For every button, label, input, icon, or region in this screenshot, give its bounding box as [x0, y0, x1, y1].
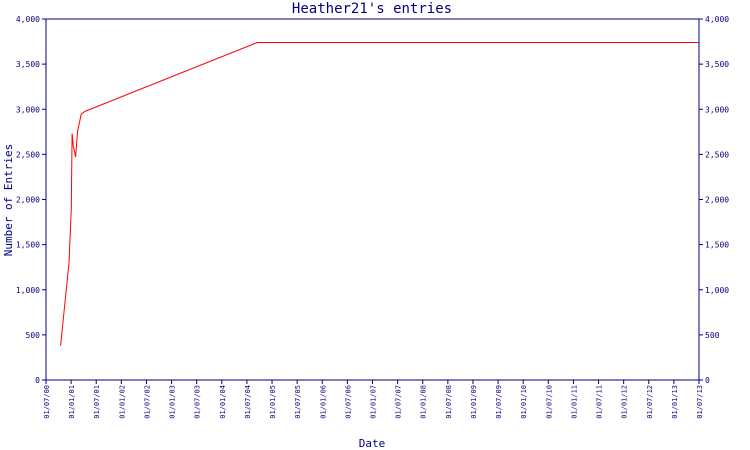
x-tick-label: 01/01/11: [570, 385, 578, 419]
x-tick-label: 01/07/04: [244, 385, 252, 419]
y-tick-label-right: 3,000: [705, 105, 729, 114]
x-tick-label: 01/01/04: [219, 385, 227, 419]
x-tick-label: 01/01/03: [169, 385, 177, 419]
y-tick-label-right: 4,000: [705, 15, 729, 24]
x-tick-label: 01/01/06: [319, 385, 327, 419]
x-tick-label: 01/07/01: [93, 385, 101, 419]
y-tick-label-left: 2,500: [16, 150, 40, 159]
x-tick-label: 01/07/00: [43, 385, 51, 419]
y-tick-label-right: 1,000: [705, 286, 729, 295]
y-tick-label-right: 500: [705, 331, 720, 340]
y-tick-label-right: 0: [705, 376, 710, 385]
plot-area: [45, 18, 700, 381]
x-tick-label: 01/07/10: [545, 385, 553, 419]
y-tick-label-left: 3,500: [16, 60, 40, 69]
x-axis-title: Date: [359, 437, 386, 450]
y-axis-title: Number of Entries: [2, 144, 15, 257]
x-tick-label: 01/07/08: [445, 385, 453, 419]
y-tick-label-left: 2,000: [16, 196, 40, 205]
x-tick-label: 01/07/06: [344, 385, 352, 419]
y-tick-label-left: 3,000: [16, 105, 40, 114]
x-tick-label: 01/01/13: [671, 385, 679, 419]
x-tick-label: 01/01/08: [420, 385, 428, 419]
x-tick-label: 01/01/05: [269, 385, 277, 419]
y-tick-label-left: 0: [35, 376, 40, 385]
series-line: [60, 42, 699, 346]
x-tick-label: 01/01/12: [621, 385, 629, 419]
x-tick-label: 01/01/09: [470, 385, 478, 419]
x-tick-label: 01/01/10: [520, 385, 528, 419]
y-tick-label-left: 500: [26, 331, 41, 340]
y-tick-label-left: 1,500: [16, 241, 40, 250]
y-tick-label-right: 2,500: [705, 150, 729, 159]
y-axis-right: 0 500 1,000 1,500 2,000 2,500 3,000 3,500 4,000: [699, 15, 729, 385]
y-tick-label-left: 1,000: [16, 286, 40, 295]
x-tick-label: 01/07/11: [596, 385, 604, 419]
y-tick-label-right: 3,500: [705, 60, 729, 69]
y-axis-left: 0 500 1,000 1,500 2,000 2,500 3,000 3,500 4,000: [16, 15, 46, 385]
x-tick-label: 01/07/03: [194, 385, 202, 419]
x-tick-label: 01/07/12: [646, 385, 654, 419]
x-tick-label: 01/01/02: [118, 385, 126, 419]
x-tick-label: 01/07/09: [495, 385, 503, 419]
x-tick-label: 01/07/13: [696, 385, 704, 419]
x-tick-label: 01/07/05: [294, 385, 302, 419]
y-tick-label-left: 4,000: [16, 15, 40, 24]
x-tick-label: 01/01/01: [68, 385, 76, 419]
x-tick-label: 01/07/07: [395, 385, 403, 419]
x-tick-label: 01/01/07: [370, 385, 378, 419]
y-tick-label-right: 2,000: [705, 196, 729, 205]
series-layer: [60, 42, 699, 346]
x-tick-label: 01/07/02: [143, 385, 151, 419]
y-tick-label-right: 1,500: [705, 241, 729, 250]
x-axis: 01/07/00 01/01/01 01/07/01 01/01/02 01/07/02…: [43, 380, 704, 419]
chart-title: Heather21's entries: [292, 1, 452, 17]
